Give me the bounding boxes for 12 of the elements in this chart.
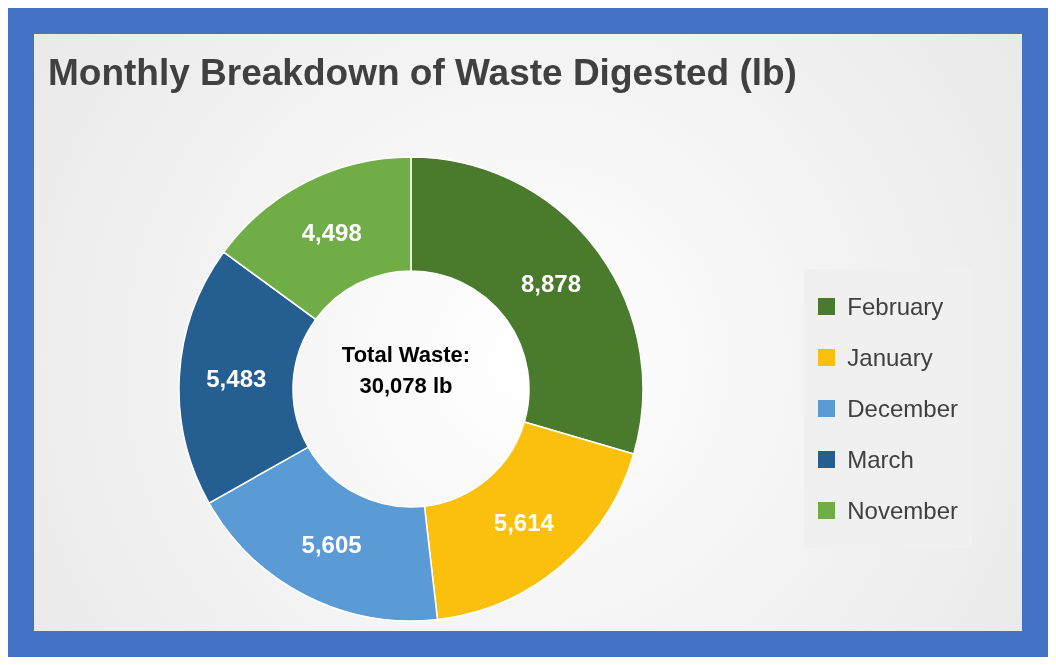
legend-label: February [847,292,944,321]
data-label: 5,614 [493,509,555,537]
legend-label: March [847,445,914,474]
chart-title: Monthly Breakdown of Waste Digested (lb) [48,52,797,94]
data-label: 4,498 [301,219,362,247]
legend-label: November [847,496,958,525]
legend-label: December [847,394,958,423]
data-label: 8,878 [520,270,582,298]
data-label: 5,605 [301,531,362,559]
text: Total Waste: 30,078 lb [340,341,472,400]
legend-label: January [847,343,933,372]
data-label: 5,483 [206,365,267,393]
